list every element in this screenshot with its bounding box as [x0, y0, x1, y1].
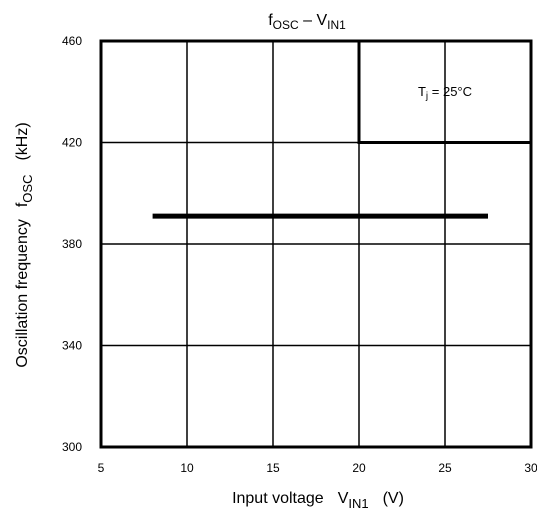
y-tick-label: 300	[62, 440, 82, 454]
x-tick-labels: 5 10 15 20 25 30	[98, 461, 537, 475]
y-tick-label: 380	[62, 237, 82, 251]
y-tick-label: 420	[62, 136, 82, 150]
x-tick-label: 10	[180, 461, 194, 475]
annotation-text: Tj = 25°C	[418, 84, 472, 102]
plot-frame	[99, 39, 533, 449]
y-tick-label: 460	[62, 34, 82, 48]
annotation-box-border	[357, 41, 531, 144]
x-tick-label: 15	[266, 461, 280, 475]
x-tick-label: 30	[524, 461, 537, 475]
x-axis-label: Input voltage VIN1 (V)	[232, 490, 404, 511]
x-tick-label: 25	[438, 461, 452, 475]
y-axis-label: Oscillation frequencyfOSC(kHz)	[14, 122, 35, 367]
annotation-box	[357, 41, 531, 144]
chart-title: fOSC – VIN1	[268, 12, 346, 32]
y-tick-labels: 300 340 380 420 460	[62, 34, 82, 454]
grid	[101, 41, 531, 447]
x-tick-label: 20	[352, 461, 366, 475]
y-tick-label: 340	[62, 339, 82, 353]
x-tick-label: 5	[98, 461, 105, 475]
